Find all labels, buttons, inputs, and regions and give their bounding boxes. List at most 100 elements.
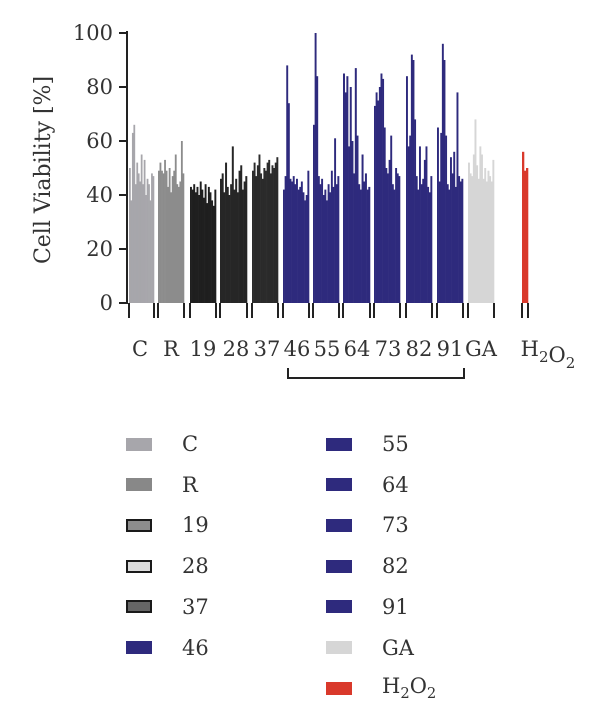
bar-6-0 xyxy=(313,124,315,303)
bar-4-10 xyxy=(268,159,271,303)
bar-7-7 xyxy=(354,68,357,303)
bar-2-9 xyxy=(204,184,207,303)
legend-label: 19 xyxy=(182,513,209,538)
axes: 0 20 40 60 80 100 xyxy=(73,21,529,379)
bar-0-6 xyxy=(137,173,140,303)
bar-3-3 xyxy=(225,162,228,303)
bar-0-8 xyxy=(140,154,143,303)
legend-item: 37 xyxy=(126,595,209,619)
bar-10-15 xyxy=(461,178,464,303)
bar-0-5 xyxy=(136,162,139,303)
bar-10-9 xyxy=(451,173,454,303)
bar-2-6 xyxy=(199,181,202,303)
bar-1-9 xyxy=(171,176,174,303)
bar-9-3 xyxy=(410,54,413,303)
bar-11-9 xyxy=(482,178,485,303)
legend-swatch xyxy=(126,437,152,451)
x-tick-label: 64 xyxy=(344,337,371,361)
bar-1-3 xyxy=(162,173,165,303)
bar-0-4 xyxy=(134,184,137,303)
legend-item: 91 xyxy=(326,595,409,619)
bar-3-8 xyxy=(233,189,236,303)
bar-9-1 xyxy=(407,146,410,303)
bar-7-2 xyxy=(346,76,349,303)
x-tick-label: 37 xyxy=(254,337,281,361)
x-tick-label: 19 xyxy=(190,337,217,361)
bar-2-2 xyxy=(193,184,196,303)
bar-10-11 xyxy=(454,186,457,303)
bar-8-9 xyxy=(388,159,391,303)
bar-8-4 xyxy=(380,73,383,303)
legend-label: H2O2 xyxy=(382,674,437,703)
bar-8-11 xyxy=(391,184,394,303)
bar-4-9 xyxy=(266,162,269,303)
bar-6-10 xyxy=(329,192,332,303)
bar-4-2 xyxy=(255,176,258,303)
bar-11-14 xyxy=(490,181,493,303)
bar-1-7 xyxy=(168,168,171,303)
bar-11-6 xyxy=(477,178,480,303)
legend-swatch xyxy=(126,600,152,614)
bar-5-11 xyxy=(300,181,303,303)
x-tick-label: 28 xyxy=(223,337,250,361)
legend-item: 55 xyxy=(326,432,409,456)
bar-3-13 xyxy=(241,189,244,303)
legend-item: 28 xyxy=(126,554,209,578)
bar-2-4 xyxy=(196,186,199,303)
legend-swatch xyxy=(126,518,152,532)
bar-11-3 xyxy=(472,154,475,303)
bar-1-1 xyxy=(159,162,162,303)
bar-1-4 xyxy=(164,159,166,303)
bar-3-7 xyxy=(231,146,234,303)
x-tick-label: 91 xyxy=(437,337,464,361)
bar-2-14 xyxy=(212,205,215,303)
bar-8-1 xyxy=(375,92,378,304)
x-tick-label: 73 xyxy=(375,337,402,361)
legend-swatch xyxy=(326,559,352,573)
bar-2-11 xyxy=(207,186,210,303)
bar-7-5 xyxy=(351,141,354,303)
x-tick-label: GA xyxy=(465,337,498,361)
group-bracket xyxy=(287,368,465,379)
bar-7-12 xyxy=(363,181,366,303)
bar-3-14 xyxy=(243,181,246,303)
bar-3-0 xyxy=(220,178,222,303)
bar-4-1 xyxy=(253,162,256,303)
bar-8-10 xyxy=(390,135,393,303)
bar-2-10 xyxy=(206,203,209,303)
legend-item: 82 xyxy=(326,554,409,578)
legend-swatch xyxy=(326,641,352,654)
bar-8-13 xyxy=(395,168,398,303)
bar-3-2 xyxy=(223,192,226,303)
bar-6-2 xyxy=(316,76,319,303)
bar-5-8 xyxy=(296,178,298,303)
bar-7-8 xyxy=(356,135,359,303)
bar-8-3 xyxy=(378,87,381,303)
legend-item: 73 xyxy=(326,513,409,537)
bar-6-8 xyxy=(326,200,328,303)
bar-10-3 xyxy=(441,43,444,304)
bar-7-9 xyxy=(358,184,361,303)
bar-7-3 xyxy=(348,146,351,303)
x-tick-label: 46 xyxy=(284,337,311,361)
bar-10-14 xyxy=(459,181,462,303)
bar-12-2 xyxy=(526,168,529,303)
legend-swatch xyxy=(326,437,352,451)
bar-9-15 xyxy=(430,176,433,303)
bar-2-1 xyxy=(191,189,194,303)
bar-9-12 xyxy=(425,146,428,303)
bar-6-13 xyxy=(334,138,337,303)
legend-item: 19 xyxy=(126,513,209,537)
bar-9-14 xyxy=(428,192,431,303)
legend-label: C xyxy=(182,432,199,456)
bar-11-1 xyxy=(469,173,472,303)
bar-5-13 xyxy=(304,200,307,303)
bar-11-4 xyxy=(474,119,477,304)
y-tick-label: 60 xyxy=(86,129,113,153)
bar-8-2 xyxy=(377,100,380,303)
bar-3-5 xyxy=(228,195,231,303)
bar-9-8 xyxy=(419,146,421,303)
bar-6-9 xyxy=(327,184,330,303)
bar-8-12 xyxy=(393,189,396,303)
